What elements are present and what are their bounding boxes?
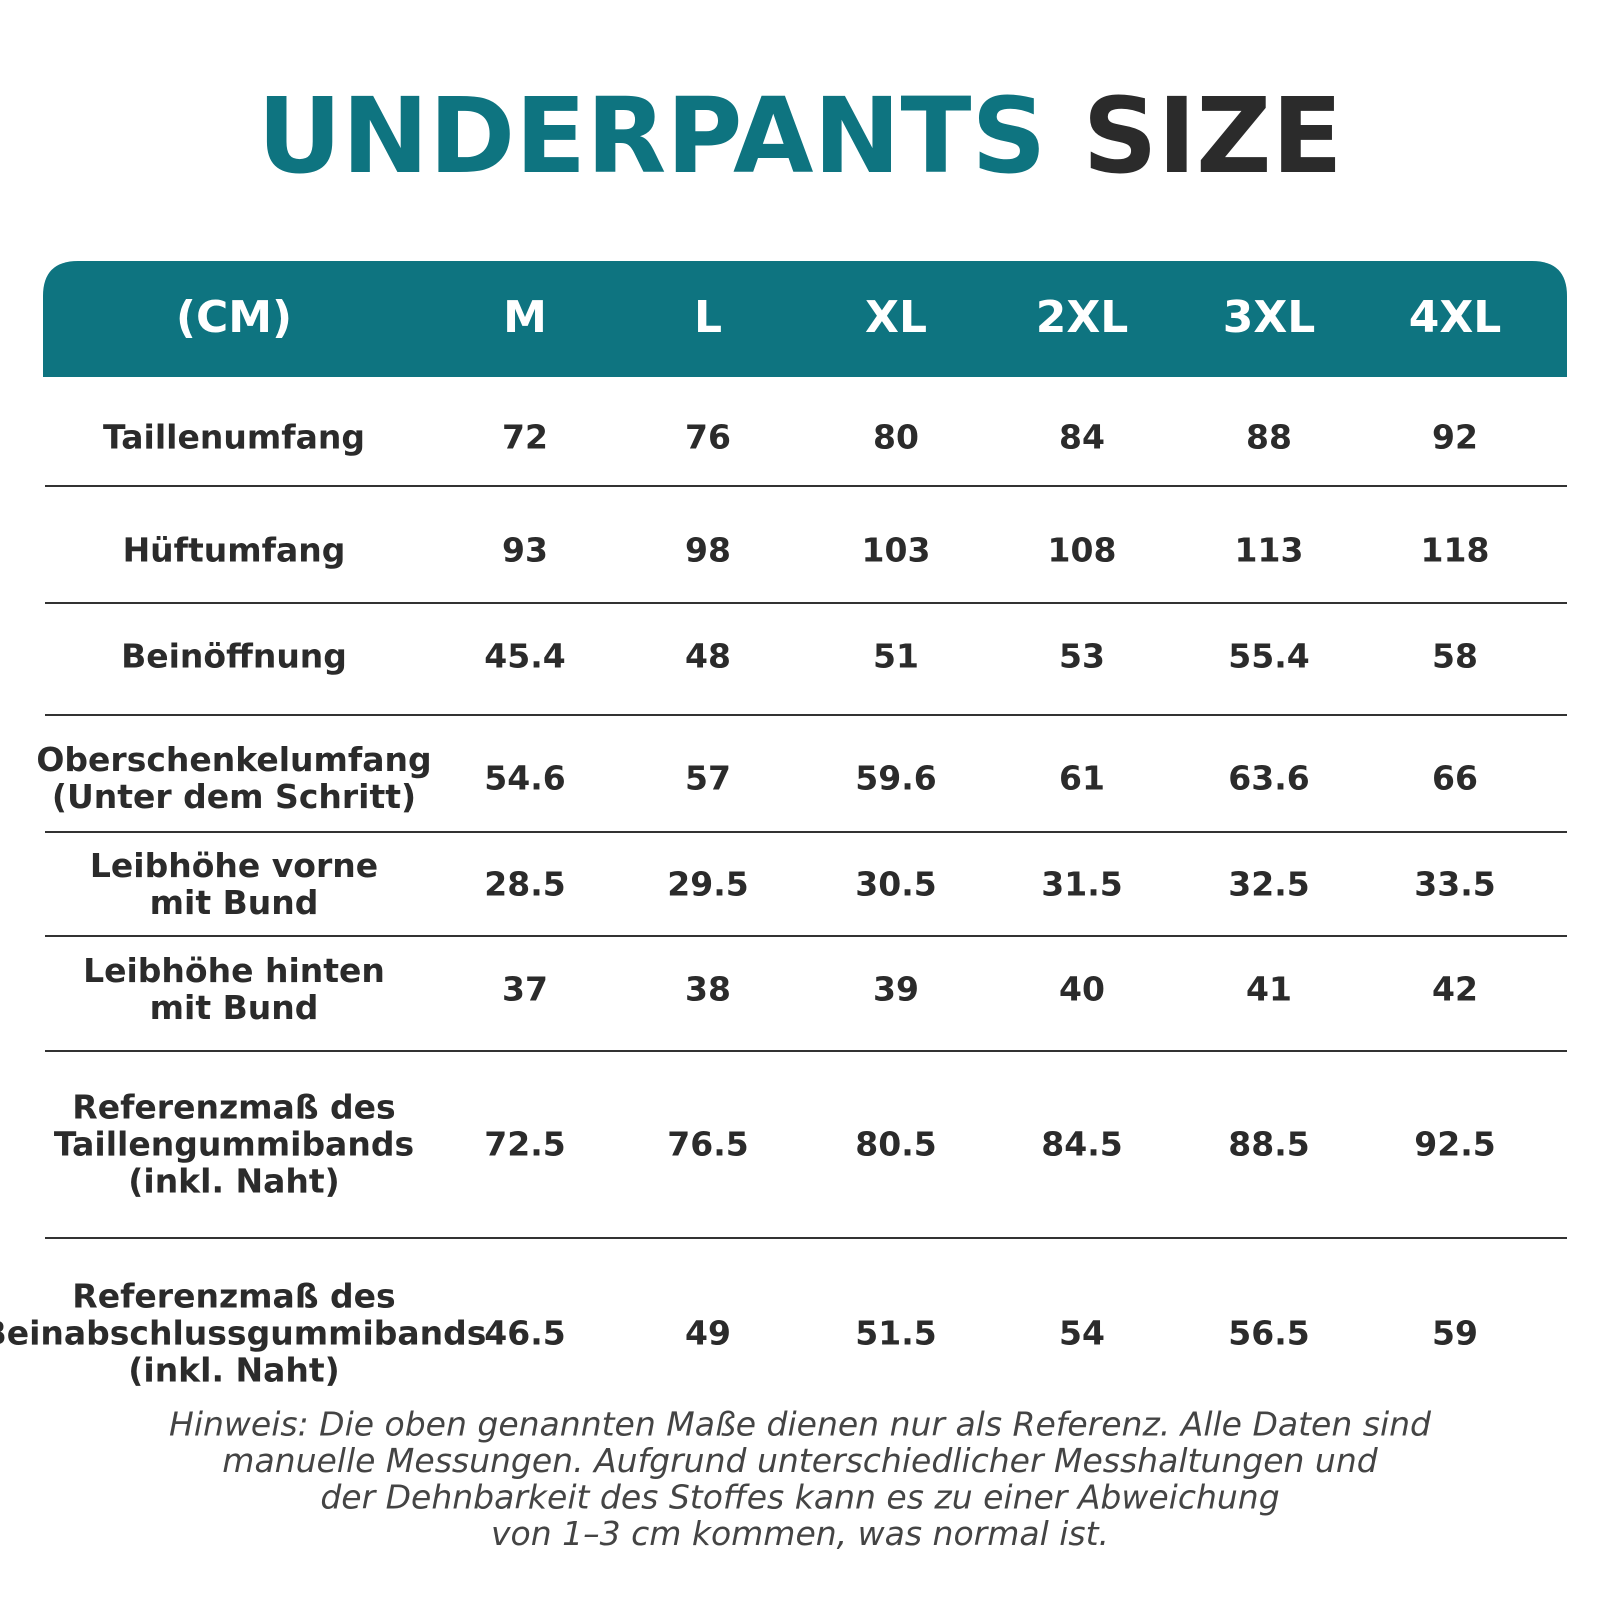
cell-value: 40	[1059, 970, 1105, 1009]
cell-value: 92	[1432, 418, 1478, 457]
cell-value: 54.6	[484, 759, 565, 798]
cell-value: 58	[1432, 637, 1478, 676]
cell-value: 61	[1059, 759, 1105, 798]
cell-value: 31.5	[1041, 865, 1122, 904]
title-part: UNDERPANTS	[257, 75, 1046, 197]
cell-value: 41	[1246, 970, 1292, 1009]
header-cell: 4XL	[1409, 292, 1502, 343]
cell-value: 39	[873, 970, 919, 1009]
cell-value: 46.5	[484, 1314, 565, 1353]
header-band	[43, 261, 1567, 377]
cell-value: 32.5	[1228, 865, 1309, 904]
row-label: (inkl. Naht)	[128, 1351, 339, 1390]
cell-value: 42	[1432, 970, 1478, 1009]
cell-value: 29.5	[667, 865, 748, 904]
row-label: Leibhöhe hinten	[83, 951, 385, 990]
note-line: manuelle Messungen. Aufgrund unterschied…	[222, 1441, 1378, 1480]
note-line: der Dehnbarkeit des Stoffes kann es zu e…	[320, 1478, 1279, 1517]
cell-value: 113	[1235, 531, 1304, 570]
header-cell: L	[694, 292, 722, 343]
cell-value: 49	[685, 1314, 731, 1353]
title: UNDERPANTS SIZE	[257, 75, 1342, 197]
cell-value: 33.5	[1414, 865, 1495, 904]
cell-value: 45.4	[484, 637, 565, 676]
header-cell: M	[503, 292, 547, 343]
row-label: Taillengummibands	[54, 1125, 414, 1164]
cell-value: 30.5	[855, 865, 936, 904]
cell-value: 63.6	[1228, 759, 1309, 798]
cell-value: 37	[502, 970, 548, 1009]
cell-value: 59	[1432, 1314, 1478, 1353]
cell-value: 76	[685, 418, 731, 457]
header-cell: XL	[865, 292, 927, 343]
cell-value: 88	[1246, 418, 1292, 457]
cell-value: 28.5	[484, 865, 565, 904]
cell-value: 72.5	[484, 1125, 565, 1164]
row-label: Beinabschlussgummibands	[0, 1314, 486, 1353]
row-label: Leibhöhe vorne	[90, 846, 378, 885]
cell-value: 103	[862, 531, 931, 570]
row-label: Referenzmaß des	[72, 1088, 395, 1127]
row-label: Hüftumfang	[123, 531, 346, 570]
cell-value: 80.5	[855, 1125, 936, 1164]
cell-value: 66	[1432, 759, 1478, 798]
row-label: (inkl. Naht)	[128, 1162, 339, 1201]
cell-value: 92.5	[1414, 1125, 1495, 1164]
row-label: Beinöffnung	[121, 637, 347, 676]
cell-value: 48	[685, 637, 731, 676]
cell-value: 84	[1059, 418, 1105, 457]
cell-value: 55.4	[1228, 637, 1309, 676]
cell-value: 51	[873, 637, 919, 676]
cell-value: 53	[1059, 637, 1105, 676]
cell-value: 51.5	[855, 1314, 936, 1353]
row-label: (Unter dem Schritt)	[52, 777, 416, 816]
cell-value: 54	[1059, 1314, 1105, 1353]
title-part: SIZE	[1083, 75, 1343, 197]
note-line: Hinweis: Die oben genannten Maße dienen …	[169, 1405, 1432, 1444]
note-line: von 1–3 cm kommen, was normal ist.	[491, 1514, 1109, 1553]
row-label: mit Bund	[150, 883, 319, 922]
row-label: Taillenumfang	[103, 418, 365, 457]
cell-value: 80	[873, 418, 919, 457]
cell-value: 84.5	[1041, 1125, 1122, 1164]
cell-value: 56.5	[1228, 1314, 1309, 1353]
cell-value: 118	[1421, 531, 1490, 570]
cell-value: 76.5	[667, 1125, 748, 1164]
cell-value: 57	[685, 759, 731, 798]
cell-value: 38	[685, 970, 731, 1009]
cell-value: 88.5	[1228, 1125, 1309, 1164]
cell-value: 93	[502, 531, 548, 570]
cell-value: 108	[1048, 531, 1117, 570]
header-cell: (CM)	[176, 292, 292, 343]
cell-value: 98	[685, 531, 731, 570]
cell-value: 72	[502, 418, 548, 457]
row-label: Oberschenkelumfang	[36, 740, 431, 779]
header-cell: 2XL	[1036, 292, 1129, 343]
header-cell: 3XL	[1223, 292, 1316, 343]
row-label: Referenzmaß des	[72, 1277, 395, 1316]
cell-value: 59.6	[855, 759, 936, 798]
row-label: mit Bund	[150, 988, 319, 1027]
